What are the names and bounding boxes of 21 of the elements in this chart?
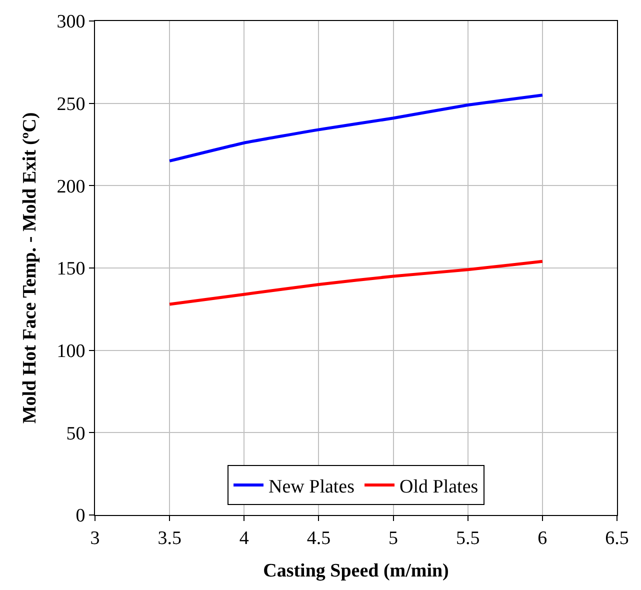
x-axis-title: Casting Speed (m/min) (263, 560, 449, 582)
legend-label: New Plates (268, 476, 355, 498)
x-tick-label: 6.5 (605, 528, 629, 549)
legend-label: Old Plates (400, 476, 478, 498)
y-tick-label: 300 (56, 12, 86, 33)
y-tick-label: 150 (56, 258, 86, 280)
x-tick-label: 5.5 (456, 528, 480, 549)
y-tick-label: 50 (66, 423, 86, 444)
x-tick-label: 5 (388, 528, 398, 549)
x-tick-label: 6 (538, 528, 548, 549)
x-tick-label: 4.5 (306, 528, 331, 549)
x-tick-label: 3.5 (158, 528, 182, 549)
y-tick-label: 0 (76, 506, 86, 527)
x-tick-label: 3 (90, 528, 100, 549)
line-series (168, 94, 544, 162)
x-tick-label: 4 (239, 528, 250, 549)
y-tick-label: 200 (56, 176, 86, 198)
y-tick-label: 250 (56, 94, 86, 115)
y-tick-label: 100 (56, 340, 86, 362)
y-axis-title: Mold Hot Face Temp. - Mold Exit (ºC) (20, 112, 41, 424)
line-series (168, 260, 544, 306)
